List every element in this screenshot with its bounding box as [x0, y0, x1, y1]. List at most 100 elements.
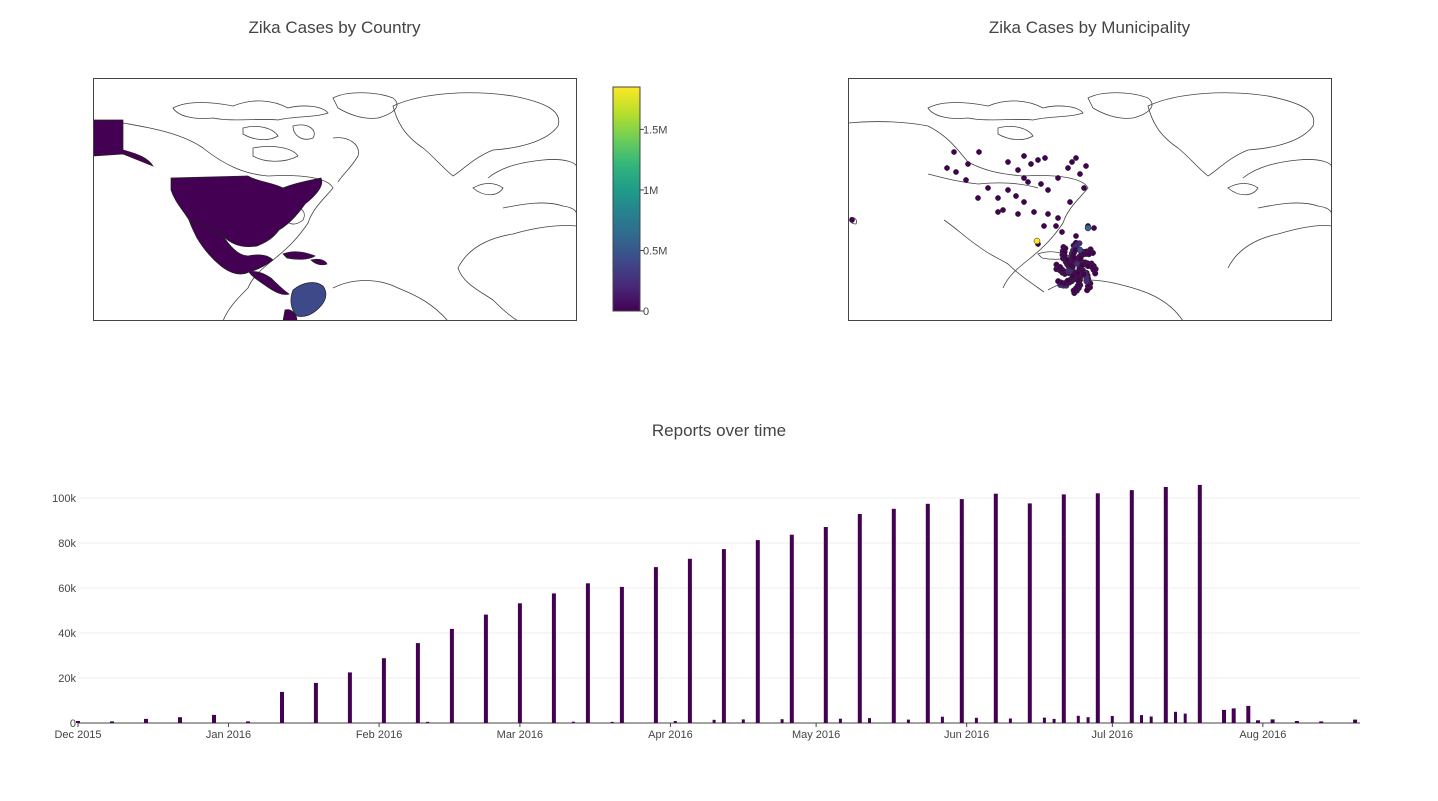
municipality-point [985, 185, 991, 191]
bar [868, 718, 871, 723]
bar [483, 614, 488, 723]
municipality-point [1055, 278, 1062, 285]
bar [1076, 715, 1080, 723]
bar [381, 658, 386, 723]
municipality-point [1053, 223, 1059, 229]
municipality-point [1031, 209, 1037, 215]
bar [144, 718, 148, 723]
municipality-point [976, 149, 982, 155]
usa-shape [170, 175, 323, 248]
municipality-point [1084, 287, 1091, 294]
mexico-shape [188, 219, 274, 275]
bar [246, 721, 250, 723]
bar [1149, 716, 1153, 723]
y-axis-ticks: 0 20k 40k 60k 80k 100k [52, 493, 76, 730]
municipality-point [1064, 277, 1071, 284]
bar [1027, 503, 1032, 723]
x-tick-label: Apr 2016 [648, 729, 693, 741]
ecuador-shape [282, 309, 298, 321]
municipality-point [1069, 273, 1076, 280]
bar [415, 643, 420, 723]
bar [619, 586, 624, 723]
municipality-point [1057, 264, 1064, 271]
x-tick-label: Dec 2015 [54, 729, 101, 741]
municipality-point [963, 177, 969, 183]
municipality-map-title: Zika Cases by Municipality [988, 18, 1191, 37]
bar [1197, 484, 1202, 723]
x-tick-label: Jul 2016 [1092, 729, 1134, 741]
bar [1319, 721, 1324, 723]
municipality-point [1083, 278, 1090, 285]
municipality-point [1021, 199, 1027, 205]
bar [212, 714, 216, 723]
bar [993, 493, 998, 723]
bar [891, 508, 896, 723]
bar [940, 716, 944, 723]
bar [1256, 720, 1260, 723]
bar [1174, 711, 1177, 724]
municipality-point [1015, 211, 1021, 217]
y-tick-label: 80k [58, 538, 76, 550]
bar [585, 583, 590, 723]
municipality-point [1013, 193, 1019, 199]
municipality-point [1070, 287, 1077, 294]
municipality-scatter-map[interactable] [848, 78, 1332, 321]
municipality-point [1035, 157, 1041, 163]
bar [741, 719, 745, 723]
bar [673, 721, 677, 723]
colorbar: 1.5M 1M 0.5M 0 [612, 86, 667, 318]
x-tick-label: Aug 2016 [1239, 729, 1286, 741]
municipality-point [1070, 254, 1077, 261]
bar [1008, 718, 1012, 723]
bar [551, 593, 556, 723]
municipality-point [1080, 271, 1087, 278]
bar [1129, 490, 1134, 723]
municipality-points [849, 149, 1099, 297]
bar [959, 499, 964, 723]
bar [1183, 713, 1187, 723]
municipality-point [944, 165, 950, 171]
colorbar-tick-label: 1.5M [643, 124, 667, 136]
municipality-map-frame [848, 78, 1332, 321]
municipality-point [1045, 211, 1051, 217]
municipality-point [1075, 277, 1082, 284]
bar [780, 719, 784, 723]
municipality-point [995, 209, 1001, 215]
municipality-point [1077, 254, 1084, 261]
municipality-point [1005, 159, 1011, 165]
municipality-point [995, 195, 1001, 201]
municipality-point [1038, 181, 1044, 187]
colorbar-tick-label: 0 [643, 306, 649, 318]
municipality-point [1021, 175, 1027, 181]
colorbar-ticks: 1.5M 1M 0.5M 0 [640, 124, 667, 318]
country-fills [93, 119, 328, 321]
municipality-point [849, 217, 855, 223]
municipality-point [1069, 159, 1075, 165]
bar [178, 717, 182, 723]
bar [1294, 721, 1299, 723]
bar [426, 721, 430, 723]
colorbar-tick-label: 1M [643, 185, 658, 197]
municipality-point [1081, 185, 1087, 191]
reports-bar-chart[interactable]: 0 20k 40k 60k 80k 100k Dec 2015 Jan 2016 Feb 20… [0, 470, 1438, 760]
municipality-point-max [1033, 237, 1041, 245]
municipality-point [1078, 262, 1086, 269]
x-tick-label: Jun 2016 [944, 729, 989, 741]
colorbar-tick-label: 0.5M [643, 245, 667, 257]
central-america-shape [248, 271, 290, 295]
bar [1353, 719, 1358, 723]
municipality-point [1041, 223, 1047, 229]
bar [857, 514, 862, 723]
bar [1222, 709, 1226, 723]
municipality-point [1063, 256, 1070, 263]
municipality-point [965, 161, 971, 167]
bar [571, 721, 575, 723]
bar [517, 603, 522, 723]
bar [687, 558, 692, 724]
municipality-point [1077, 171, 1083, 177]
country-choropleth-map[interactable] [93, 78, 577, 321]
bar [755, 540, 760, 723]
bar [449, 628, 454, 723]
municipality-point [1091, 225, 1097, 231]
municipality-point [1000, 207, 1006, 213]
